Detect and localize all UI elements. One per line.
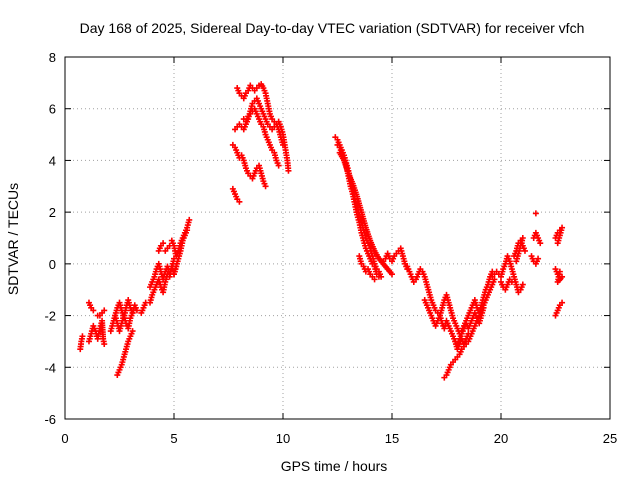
x-axis-label: GPS time / hours — [281, 458, 388, 474]
data-point — [275, 162, 282, 169]
data-point — [521, 247, 528, 254]
y-tick-label: -4 — [44, 360, 56, 375]
data-point — [101, 307, 108, 314]
data-point — [101, 341, 108, 348]
y-tick-label: -2 — [44, 309, 56, 324]
data-point — [465, 330, 472, 337]
x-tick-label: 10 — [276, 431, 290, 446]
x-tick-label: 0 — [61, 431, 68, 446]
chart-title: Day 168 of 2025, Sidereal Day-to-day VTE… — [80, 20, 585, 36]
data-point — [535, 255, 542, 262]
data-point — [371, 276, 378, 283]
data-point — [262, 183, 269, 190]
data-points — [77, 81, 566, 381]
data-point — [160, 240, 167, 247]
data-point — [285, 167, 292, 174]
data-point — [375, 273, 382, 280]
y-tick-label: 6 — [49, 102, 56, 117]
data-point — [508, 278, 515, 285]
x-tick-label: 15 — [385, 431, 399, 446]
y-tick-label: 8 — [49, 50, 56, 65]
x-tick-label: 20 — [494, 431, 508, 446]
data-point — [236, 198, 243, 205]
data-point — [537, 240, 544, 247]
data-point — [90, 307, 97, 314]
data-point — [532, 210, 539, 217]
data-point — [556, 268, 563, 275]
axis-ticks: 0 5 10 15 20 25 -6 -4 -2 0 2 4 6 8 — [44, 50, 617, 446]
data-point — [519, 281, 526, 288]
grid — [65, 57, 610, 419]
x-tick-label: 5 — [170, 431, 177, 446]
x-tick-label: 25 — [603, 431, 617, 446]
data-point — [79, 333, 86, 340]
data-point — [389, 271, 395, 278]
y-tick-label: 4 — [49, 153, 56, 168]
data-point — [186, 216, 193, 223]
data-point — [184, 227, 191, 234]
data-point — [133, 307, 140, 314]
y-tick-label: 0 — [49, 257, 56, 272]
plot-frame — [64, 56, 611, 420]
y-tick-label: 2 — [49, 205, 56, 220]
y-tick-label: -6 — [44, 412, 56, 427]
data-point — [554, 240, 561, 247]
data-point — [559, 299, 566, 306]
data-point — [129, 309, 136, 316]
y-axis-label: SDTVAR / TECUs — [5, 183, 21, 295]
data-point — [129, 328, 136, 335]
